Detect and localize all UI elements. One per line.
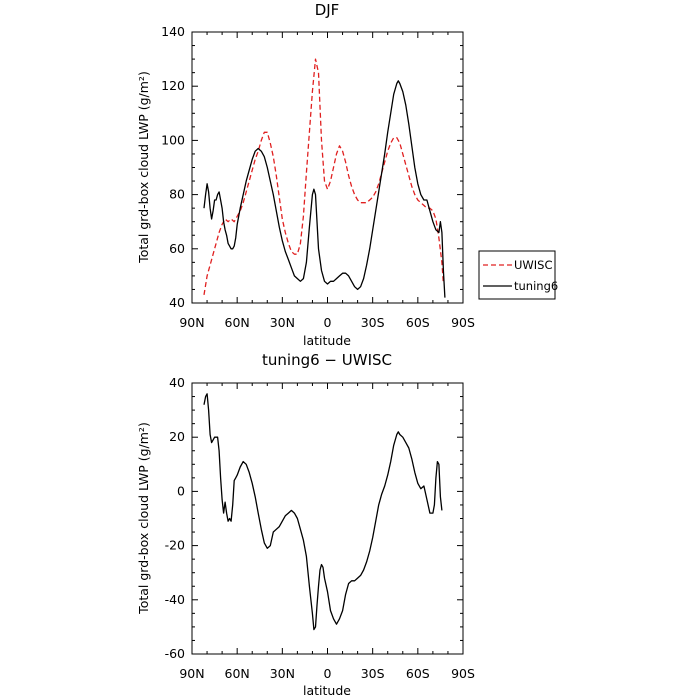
- y-tick-label: 140: [161, 24, 185, 39]
- y-tick-label: -40: [165, 592, 185, 607]
- legend: UWISC tuning6: [478, 250, 558, 300]
- x-tick-label: 90N: [179, 666, 204, 681]
- x-tick-label: 60N: [225, 666, 250, 681]
- top-series-line-tuning6: [203, 80, 446, 298]
- top-plot-frame: [191, 31, 464, 304]
- y-tick-label: 80: [169, 187, 185, 202]
- top-x-axis-label: latitude: [303, 333, 351, 348]
- bottom-series-group: [203, 393, 443, 631]
- legend-label-uwisc: UWISC: [514, 258, 553, 272]
- y-tick-label: 40: [169, 295, 185, 310]
- x-tick-label: 30N: [270, 315, 295, 330]
- legend-label-tuning6: tuning6: [514, 279, 558, 293]
- x-tick-label: 30S: [361, 315, 385, 330]
- bottom-y-ticks: -60 -40 -20 0 20 40: [165, 375, 463, 661]
- bottom-y-axis-label: Total grd-box cloud LWP (g/m²): [136, 422, 151, 615]
- bottom-x-axis-label: latitude: [303, 683, 351, 698]
- x-tick-label: 60S: [406, 315, 430, 330]
- x-tick-label: 0: [324, 666, 332, 681]
- top-chart-title: DJF: [315, 1, 340, 19]
- top-x-ticks: 90N 60N 30N 0 30S 60S 90S: [179, 32, 475, 330]
- x-tick-label: 30S: [361, 666, 385, 681]
- x-tick-label: 60N: [225, 315, 250, 330]
- x-tick-label: 90S: [451, 315, 475, 330]
- y-tick-label: 100: [161, 132, 185, 147]
- x-tick-label: 60S: [406, 666, 430, 681]
- x-tick-label: 30N: [270, 666, 295, 681]
- y-tick-label: 0: [177, 483, 185, 498]
- x-tick-label: 0: [324, 315, 332, 330]
- top-series-group: [203, 58, 446, 298]
- y-tick-label: 20: [169, 429, 185, 444]
- y-tick-label: 40: [169, 375, 185, 390]
- bottom-chart-title: tuning6 − UWISC: [262, 351, 392, 369]
- top-series-line-uwisc: [203, 58, 445, 296]
- top-y-axis-label: Total grd-box cloud LWP (g/m²): [136, 71, 151, 264]
- x-tick-label: 90N: [179, 315, 204, 330]
- y-tick-label: 60: [169, 241, 185, 256]
- y-tick-label: 120: [161, 78, 185, 93]
- bottom-plot-frame: [191, 382, 464, 655]
- legend-box: [478, 250, 556, 300]
- bottom-series-line-difference: [203, 393, 443, 631]
- x-tick-label: 90S: [451, 666, 475, 681]
- y-tick-label: -20: [165, 538, 185, 553]
- bottom-panel: tuning6 − UWISC -60 -40 -20 0 20 40 90N 60N 30N…: [136, 351, 475, 698]
- y-tick-label: -60: [165, 646, 185, 661]
- top-y-ticks: 40 60 80 100 120 140: [161, 24, 463, 310]
- bottom-x-ticks: 90N 60N 30N 0 30S 60S 90S: [179, 383, 475, 681]
